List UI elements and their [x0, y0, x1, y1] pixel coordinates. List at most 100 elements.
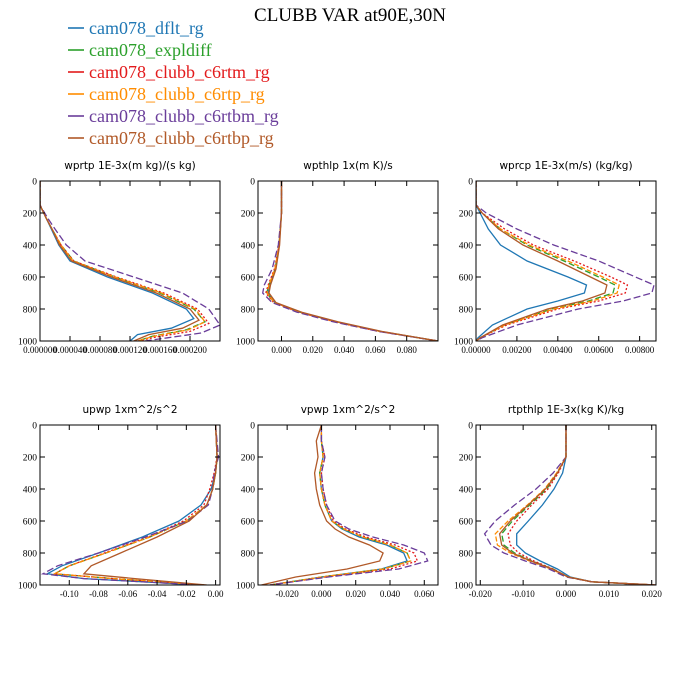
- panel-4: upwp 1xm^2/s^2 0 200 400 600 800 1000 -0.10 -0.0…: [18, 404, 224, 599]
- panel-title: upwp 1xm^2/s^2: [83, 404, 178, 416]
- series-line: [476, 181, 616, 341]
- series-line: [40, 181, 195, 341]
- panel-2: wpthlp 1x(m K)/s 0 200 400 600 800 1000 0.000 0.…: [236, 160, 439, 355]
- series-line: [52, 425, 218, 585]
- y-tick-label: 0: [32, 178, 37, 188]
- series-line: [40, 181, 206, 341]
- x-tick-label: 0.00000: [461, 345, 491, 355]
- plot-frame: [257, 424, 439, 586]
- y-tick-label: 800: [459, 306, 474, 316]
- x-tick-label: -0.020: [469, 589, 493, 599]
- y-tick-label: 400: [241, 242, 256, 252]
- y-tick-label: 400: [241, 486, 256, 496]
- series-line: [476, 181, 608, 341]
- y-tick-label: 600: [241, 274, 256, 284]
- x-tick-label: 0.000080: [83, 345, 117, 355]
- plot-frame: [475, 180, 657, 342]
- series-line: [265, 181, 438, 341]
- x-tick-label: 0.000120: [113, 345, 147, 355]
- figure-title: CLUBB VAR at90E,30N: [254, 5, 446, 26]
- x-tick-label: -0.010: [512, 589, 536, 599]
- series-line: [269, 425, 408, 585]
- y-tick-label: 1000: [18, 582, 37, 592]
- panel-title: rtpthlp 1E-3x(kg K)/kg: [508, 404, 624, 416]
- x-tick-label: 0.020: [303, 345, 324, 355]
- y-tick-label: 1000: [454, 582, 473, 592]
- plot-frame: [39, 424, 221, 586]
- panel-title: wprtp 1E-3x(m kg)/(s kg): [64, 160, 195, 172]
- x-tick-label: 0.00200: [502, 345, 532, 355]
- y-tick-label: 200: [241, 210, 256, 220]
- y-tick-label: 200: [459, 454, 474, 464]
- y-tick-label: 600: [241, 518, 256, 528]
- series-line: [40, 181, 210, 341]
- x-tick-label: 0.000160: [143, 345, 177, 355]
- y-tick-label: 0: [250, 422, 255, 432]
- panel-3: wprcp 1E-3x(m/s) (kg/kg) 0 200 400 600 800 100…: [454, 160, 657, 355]
- x-tick-label: 0.010: [599, 589, 620, 599]
- y-tick-label: 400: [459, 486, 474, 496]
- x-tick-label: 0.000200: [173, 345, 207, 355]
- x-tick-label: 0.000000: [23, 345, 57, 355]
- x-tick-label: 0.020: [346, 589, 367, 599]
- y-tick-label: 1000: [236, 582, 255, 592]
- x-tick-label: 0.000: [311, 589, 332, 599]
- y-tick-label: 600: [23, 274, 38, 284]
- series-line: [82, 425, 218, 585]
- series-line: [269, 425, 412, 585]
- panels: wprtp 1E-3x(m kg)/(s kg) 0 200 400 600 800 100…: [18, 160, 662, 599]
- y-tick-label: 200: [459, 210, 474, 220]
- x-tick-label: -0.06: [118, 589, 137, 599]
- y-tick-label: 800: [241, 306, 256, 316]
- y-tick-label: 0: [468, 422, 473, 432]
- y-tick-label: 800: [241, 550, 256, 560]
- y-tick-label: 600: [459, 274, 474, 284]
- y-tick-label: 200: [23, 454, 38, 464]
- x-tick-label: -0.04: [148, 589, 167, 599]
- plot-frame: [257, 180, 439, 342]
- panel-title: wpthlp 1x(m K)/s: [303, 160, 393, 172]
- y-tick-label: 200: [23, 210, 38, 220]
- panel-6: rtpthlp 1E-3x(kg K)/kg02004006008001000-…: [454, 404, 662, 599]
- series-line: [494, 425, 656, 585]
- series-line: [269, 425, 419, 585]
- series-line: [516, 425, 656, 585]
- x-tick-label: 0.060: [414, 589, 435, 599]
- y-tick-label: 800: [459, 550, 474, 560]
- panel-1: wprtp 1E-3x(m kg)/(s kg) 0 200 400 600 800 100…: [18, 160, 221, 355]
- y-tick-label: 800: [23, 550, 38, 560]
- series-line: [498, 425, 656, 585]
- legend-label: cam078_clubb_c6rtm_rg: [89, 62, 270, 82]
- x-tick-label: 0.040: [380, 589, 401, 599]
- y-tick-label: 400: [23, 242, 38, 252]
- x-tick-label: 0.00: [208, 589, 224, 599]
- x-tick-label: 0.00800: [625, 345, 655, 355]
- series-line: [45, 425, 218, 585]
- x-tick-label: 0.000: [556, 589, 577, 599]
- legend-label: cam078_clubb_c6rtbm_rg: [89, 106, 279, 126]
- series-line: [261, 181, 438, 341]
- x-tick-label: 0.080: [397, 345, 418, 355]
- x-tick-label: 0.00400: [543, 345, 573, 355]
- series-line: [269, 425, 412, 585]
- legend-label: cam078_clubb_c6rtbp_rg: [89, 128, 274, 148]
- y-tick-label: 400: [23, 486, 38, 496]
- y-tick-label: 1000: [454, 338, 473, 348]
- y-tick-label: 200: [241, 454, 256, 464]
- panel-5: vpwp 1xm^2/s^2 0 200 400 600 800 1000 -0.020 0.0…: [236, 404, 439, 599]
- y-tick-label: 600: [23, 518, 38, 528]
- x-tick-label: 0.000: [271, 345, 292, 355]
- y-tick-label: 0: [32, 422, 37, 432]
- series-line: [52, 425, 218, 585]
- x-tick-label: 0.040: [334, 345, 355, 355]
- x-tick-label: -0.10: [60, 589, 79, 599]
- panel-title: vpwp 1xm^2/s^2: [301, 404, 396, 416]
- series-line: [267, 181, 438, 341]
- y-tick-label: 1000: [18, 338, 37, 348]
- x-tick-label: 0.000040: [53, 345, 87, 355]
- legend-label: cam078_expldiff: [89, 40, 212, 60]
- series-line: [40, 181, 201, 341]
- series-line: [268, 181, 438, 341]
- series-line: [266, 181, 438, 341]
- series-line: [476, 181, 655, 341]
